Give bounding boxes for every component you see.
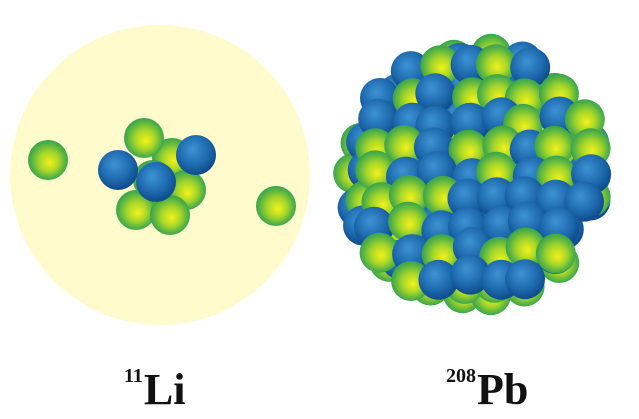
pb208-nucleus xyxy=(333,33,612,316)
pb208-symbol: Pb xyxy=(477,365,529,414)
proton xyxy=(136,162,176,202)
li11-mass-number: 11 xyxy=(124,365,143,387)
li11-label: 11Li xyxy=(124,365,186,414)
li11-nucleus xyxy=(10,25,310,325)
neutron xyxy=(388,201,429,242)
neutron xyxy=(150,195,190,235)
neutron xyxy=(475,44,516,85)
neutron xyxy=(359,232,400,273)
pb208-label: 208Pb xyxy=(446,365,529,414)
proton xyxy=(98,150,138,190)
neutron xyxy=(116,190,156,230)
neutron xyxy=(535,233,576,274)
neutron xyxy=(384,125,425,165)
pb208-mass-number: 208 xyxy=(446,365,476,387)
proton xyxy=(415,73,456,114)
proton xyxy=(418,259,459,300)
proton xyxy=(450,254,491,295)
proton xyxy=(505,259,545,300)
halo-neutron xyxy=(256,186,296,226)
neutron xyxy=(124,118,164,158)
neutron xyxy=(355,150,396,191)
proton xyxy=(564,181,604,222)
proton xyxy=(176,135,216,175)
proton xyxy=(510,47,551,88)
proton xyxy=(358,98,399,139)
proton xyxy=(447,178,488,219)
li11-nucleons xyxy=(28,118,296,235)
neutron xyxy=(534,125,575,166)
halo-neutron xyxy=(28,140,68,180)
pb208-nucleons xyxy=(333,33,612,316)
li11-symbol: Li xyxy=(143,365,186,414)
neutron xyxy=(505,227,546,268)
